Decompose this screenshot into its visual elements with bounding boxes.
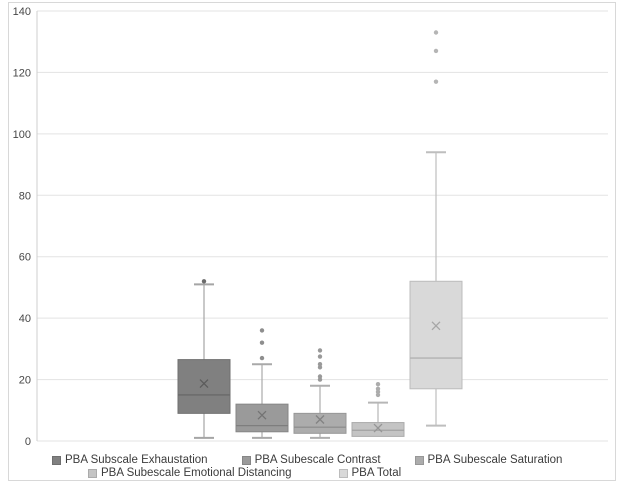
outlier-point [317, 362, 323, 367]
legend-row-1: PBA Subscale Exhaustation PBA Subescale C… [0, 454, 624, 467]
legend-swatch-icon [338, 469, 348, 478]
box-series-5 [409, 30, 463, 427]
y-tick-label: 100 [13, 129, 31, 141]
outlier-point [259, 355, 265, 361]
box-series-3 [293, 348, 347, 439]
mean-marker [373, 423, 383, 433]
legend-label: PBA Subscale Exhaustation [65, 454, 208, 466]
mean-marker [315, 415, 325, 424]
mean-marker [431, 321, 441, 331]
legend-swatch-icon [241, 456, 251, 465]
outlier-point [259, 328, 265, 333]
legend-item-3: PBA Subescale Saturation [414, 454, 563, 467]
outlier-point [317, 374, 323, 379]
mean-marker [257, 410, 267, 420]
iqr-box [351, 422, 405, 437]
outlier-point [317, 365, 323, 370]
legend-item-1: PBA Subscale Exhaustation [52, 454, 208, 467]
legend-item-2: PBA Subescale Contrast [241, 454, 381, 467]
box-series-1 [177, 279, 231, 439]
outlier-point [317, 354, 323, 359]
legend-item-5: PBA Total [338, 467, 402, 480]
legend-label: PBA Subescale Contrast [254, 454, 381, 466]
iqr-box [177, 359, 231, 414]
chart-frame [8, 2, 616, 481]
y-tick-label: 20 [19, 375, 31, 387]
y-tick-label: 120 [13, 67, 31, 79]
chart-legend: PBA Subscale Exhaustation PBA Subescale C… [0, 454, 624, 480]
legend-swatch-icon [88, 469, 97, 478]
outlier-point [259, 340, 265, 345]
outlier-point [375, 392, 381, 398]
y-tick-label: 0 [25, 436, 31, 448]
outlier-point [201, 279, 207, 284]
iqr-box [235, 403, 289, 433]
legend-row-2: PBA Subescale Emotional Distancing PBA To… [0, 467, 624, 480]
outlier-point [433, 30, 439, 35]
y-tick-label: 40 [19, 313, 31, 325]
legend-label: PBA Subescale Saturation [427, 454, 563, 466]
iqr-box [409, 280, 463, 390]
legend-label: PBA Subescale Emotional Distancing [101, 467, 292, 479]
legend-swatch-icon [414, 456, 424, 465]
outlier-point [433, 79, 439, 84]
outlier-point [375, 389, 381, 395]
box-series-4 [351, 381, 405, 437]
y-tick-label: 60 [19, 252, 31, 264]
y-tick-label: 80 [19, 190, 31, 202]
outlier-point [433, 48, 439, 54]
mean-marker [199, 379, 209, 389]
legend-item-4: PBA Subescale Emotional Distancing [88, 467, 292, 480]
iqr-box [293, 412, 347, 434]
outlier-point [375, 386, 381, 391]
outlier-point [317, 377, 323, 382]
outlier-point [317, 348, 323, 353]
legend-swatch-icon [52, 456, 61, 465]
legend-label: PBA Total [351, 467, 402, 479]
outlier-point [375, 381, 381, 387]
box-series-2 [235, 328, 289, 439]
y-tick-label: 140 [13, 6, 31, 18]
